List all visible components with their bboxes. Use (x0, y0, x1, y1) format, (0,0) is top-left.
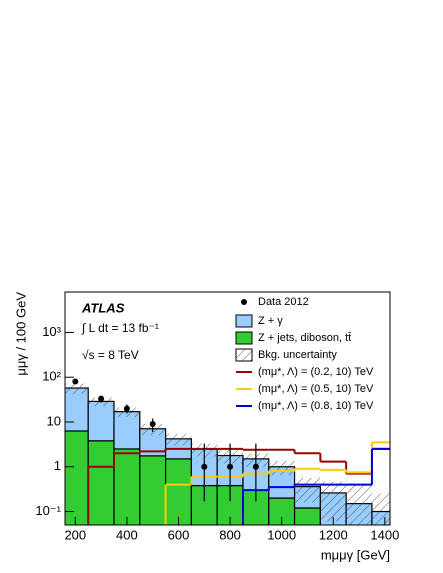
legend-marker (241, 299, 247, 305)
data-point (149, 421, 156, 428)
uncertainty-band (346, 484, 372, 525)
x-tick-label: 800 (219, 527, 241, 542)
legend-label: Bkg. uncertainty (258, 349, 337, 361)
data-point (201, 463, 208, 470)
uncertainty-band (165, 433, 192, 446)
legend-swatch (235, 314, 253, 328)
legend-swatch (235, 348, 253, 362)
uncertainty-band (371, 493, 390, 525)
data-point (123, 405, 130, 412)
stack-bar (65, 430, 89, 525)
y-tick-label: 1 (54, 458, 61, 473)
y-axis-label: μμγ / 100 GeV (13, 292, 28, 376)
stack-bar (139, 455, 167, 525)
plot-area (65, 378, 390, 525)
data-point (227, 463, 234, 470)
luminosity-label: ∫ L dt = 13 fb⁻¹ (81, 321, 159, 335)
x-tick-label: 1400 (370, 527, 399, 542)
y-tick-label: 10⁻¹ (35, 503, 61, 518)
y-tick-label: 10³ (42, 324, 61, 339)
energy-label: √s = 8 TeV (82, 348, 139, 362)
stack-bar (293, 507, 321, 525)
legend-label: (mμ*, Λ) = (0.2, 10) TeV (258, 366, 374, 378)
uncertainty-band (65, 383, 89, 394)
x-tick-label: 1200 (319, 527, 348, 542)
uncertainty-band (268, 460, 295, 476)
x-tick-label: 200 (64, 527, 86, 542)
legend-label: (mμ*, Λ) = (0.8, 10) TeV (258, 400, 374, 412)
stack-bar (87, 440, 115, 525)
stack-bar (113, 448, 141, 525)
stack-bar (113, 411, 141, 450)
y-tick-label: 10² (42, 369, 61, 384)
x-axis-label: mμμγ [GeV] (321, 547, 390, 562)
legend-label: (mμ*, Λ) = (0.5, 10) TeV (258, 383, 374, 395)
x-tick-label: 1000 (267, 527, 296, 542)
x-tick-label: 600 (168, 527, 190, 542)
experiment-label: ATLAS (81, 300, 125, 315)
legend-swatch (235, 331, 253, 345)
frame (64, 291, 391, 526)
data-point (98, 395, 105, 402)
data-point (72, 378, 79, 385)
x-tick-label: 400 (116, 527, 138, 542)
legend-label: Z + γ (258, 315, 283, 327)
stack-bar (65, 387, 89, 432)
uncertainty-band (294, 478, 321, 503)
data-point (252, 463, 259, 470)
legend-label: Z + jets, diboson, tt̄ (258, 332, 352, 344)
legend-label: Data 2012 (258, 296, 309, 308)
y-tick-label: 10 (47, 413, 61, 428)
uncertainty-band (320, 481, 347, 522)
stack-bar (87, 400, 115, 442)
